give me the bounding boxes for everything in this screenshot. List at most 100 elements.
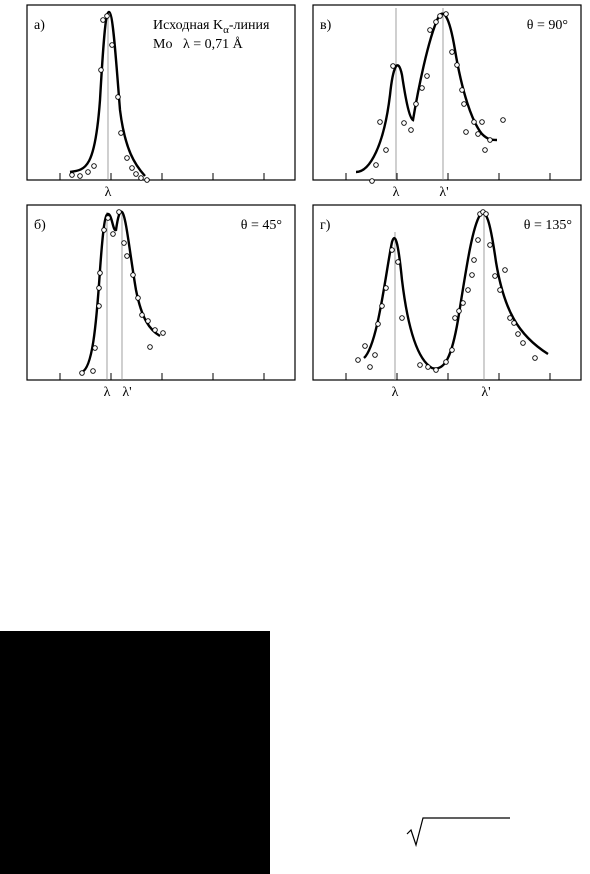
data-point xyxy=(395,259,401,265)
panel-angle: θ = 90° xyxy=(527,18,568,33)
data-point xyxy=(96,303,102,309)
data-point xyxy=(98,67,104,73)
black-block xyxy=(0,631,270,874)
data-point xyxy=(487,242,493,248)
data-point xyxy=(124,253,130,259)
data-point xyxy=(383,147,389,153)
data-point xyxy=(135,295,141,301)
panel-a: а) Исходная Kα-линия Mo λ = 0,71 Å λ xyxy=(26,4,296,200)
panel-g: г) θ = 135° λ λ' xyxy=(312,204,582,400)
data-point xyxy=(427,27,433,33)
data-point xyxy=(433,367,439,373)
data-point xyxy=(454,62,460,68)
data-point xyxy=(461,101,467,107)
data-point xyxy=(97,270,103,276)
data-point xyxy=(160,330,166,336)
x-label: λ xyxy=(392,385,399,400)
data-point xyxy=(497,287,503,293)
data-point xyxy=(100,17,106,23)
data-point xyxy=(500,117,506,123)
x-label: λ xyxy=(393,185,400,200)
title-suffix: -линия xyxy=(229,18,270,33)
data-point xyxy=(515,331,521,337)
data-point xyxy=(362,343,368,349)
panel-label: г) xyxy=(320,218,331,233)
data-point xyxy=(116,209,122,215)
data-point xyxy=(389,247,395,253)
data-point xyxy=(152,327,158,333)
data-point xyxy=(144,177,150,183)
data-point xyxy=(105,215,111,221)
data-point xyxy=(460,300,466,306)
data-point xyxy=(90,368,96,374)
title-subscript: α xyxy=(223,24,229,36)
data-point xyxy=(417,362,423,368)
data-point xyxy=(401,120,407,126)
curve xyxy=(69,10,146,177)
curve xyxy=(355,12,498,174)
frame xyxy=(312,204,582,381)
data-point xyxy=(79,370,85,376)
data-point xyxy=(520,340,526,346)
data-point xyxy=(413,101,419,107)
data-point xyxy=(502,267,508,273)
data-point xyxy=(452,315,458,321)
data-point xyxy=(85,169,91,175)
data-point xyxy=(121,240,127,246)
data-point xyxy=(369,178,375,184)
data-point xyxy=(532,355,538,361)
data-point xyxy=(487,137,493,143)
data-point xyxy=(118,130,124,136)
data-point xyxy=(367,364,373,370)
data-point xyxy=(101,227,107,233)
data-point xyxy=(479,119,485,125)
data-point xyxy=(133,171,139,177)
data-point xyxy=(425,364,431,370)
panel-label: в) xyxy=(320,18,332,33)
panel-note: Mo λ = 0,71 Å xyxy=(153,36,244,52)
data-point xyxy=(109,42,115,48)
data-point xyxy=(475,237,481,243)
data-point xyxy=(69,172,75,178)
frame xyxy=(26,204,296,381)
curve xyxy=(363,212,549,370)
panel-v: в) θ = 90° λ λ' xyxy=(312,4,582,200)
sqrt-sign xyxy=(406,817,510,848)
data-point xyxy=(355,357,361,363)
data-point xyxy=(443,359,449,365)
data-point xyxy=(471,119,477,125)
data-point xyxy=(424,73,430,79)
frame xyxy=(26,4,296,181)
data-point xyxy=(459,87,465,93)
data-point xyxy=(115,94,121,100)
data-point xyxy=(130,272,136,278)
data-point xyxy=(399,315,405,321)
data-point xyxy=(465,287,471,293)
data-point xyxy=(449,347,455,353)
data-point xyxy=(129,165,135,171)
data-point xyxy=(373,162,379,168)
data-point xyxy=(419,85,425,91)
data-point xyxy=(492,273,498,279)
data-point xyxy=(372,352,378,358)
data-point xyxy=(437,13,443,19)
data-point xyxy=(433,19,439,25)
data-point xyxy=(469,272,475,278)
data-point xyxy=(449,49,455,55)
data-point xyxy=(139,312,145,318)
data-point xyxy=(147,344,153,350)
data-point xyxy=(482,147,488,153)
panel-angle: θ = 45° xyxy=(241,218,282,233)
data-point xyxy=(383,285,389,291)
x-label: λ' xyxy=(481,385,490,400)
panel-label: а) xyxy=(34,18,45,33)
data-point xyxy=(77,173,83,179)
panel-title: Исходная Kα-линия xyxy=(153,18,270,36)
data-point xyxy=(456,308,462,314)
data-point xyxy=(443,11,449,17)
data-point xyxy=(390,63,396,69)
data-point xyxy=(104,13,110,19)
panel-b: б) θ = 45° λ λ' xyxy=(26,204,296,400)
data-point xyxy=(91,163,97,169)
